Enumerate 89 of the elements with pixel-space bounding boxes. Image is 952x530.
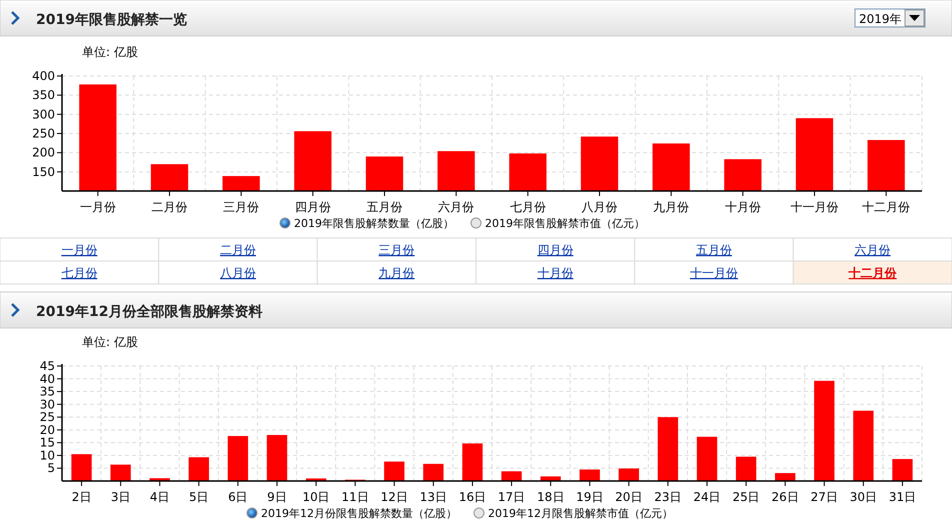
bar [462,443,483,481]
y-tick-label: 20 [40,422,55,437]
x-tick-label: 十月份 [724,200,761,214]
x-tick-label: 27日 [810,490,838,504]
x-tick-label: 二月份 [152,200,188,214]
x-tick-label: 9日 [267,490,287,504]
text: 十一月份 [690,266,738,280]
bar [736,456,756,481]
x-tick-label: 30日 [850,490,878,504]
y-axis-title: 单位: 亿股 [82,45,138,59]
x-tick-label: 四月份 [294,200,331,214]
x-tick-label: 三月份 [223,200,260,214]
x-tick-label: 23日 [654,490,682,504]
bar [423,464,444,481]
x-tick-label: 25日 [732,490,760,504]
x-tick-label: 十一月份 [790,200,838,214]
x-tick-label: 13日 [420,490,448,504]
y-tick-label: 40 [40,372,55,386]
y-tick-label: 200 [32,146,55,160]
text: 三月份 [378,243,415,257]
y-tick-label: 30 [40,397,55,412]
y-tick-label: 10 [40,448,55,462]
y-tick-label: 250 [32,126,55,140]
x-tick-label: 19日 [576,490,604,504]
x-tick-label: 18日 [536,490,564,504]
text: 五月份 [696,243,732,257]
x-tick-label: 12日 [380,490,408,504]
x-tick-label: 4日 [150,490,170,504]
legend-label: 2019年12月份限售股解禁数量（亿股） [261,507,457,520]
bar [814,380,834,481]
x-tick-label: 26日 [772,490,799,504]
y-tick-label: 350 [32,88,55,102]
text: 六月份 [854,243,891,257]
x-tick-label: 31日 [888,490,916,504]
y-tick-label: 25 [40,410,55,424]
x-tick-label: 24日 [693,490,721,504]
x-tick-label: 一月份 [80,200,116,214]
text: 十二月份 [848,266,898,280]
text: 七月份 [61,266,98,280]
bar [110,464,131,481]
x-tick-label: 六月份 [438,200,474,214]
chart-title: 2019年限售股解禁一览 [36,12,187,28]
bar [188,457,209,481]
y-tick-label: 400 [32,69,55,83]
text: 二月份 [220,243,256,257]
x-tick-label: 5日 [189,490,209,504]
text: 十月份 [537,266,574,280]
x-tick-label: 16日 [458,490,486,504]
bar [71,454,92,481]
bar [384,462,404,481]
x-tick-label: 10日 [302,490,330,504]
y-tick-label: 5 [47,461,55,476]
legend-label: 2019年限售股解禁数量（亿股） [294,217,454,230]
bar [892,459,913,481]
bar [658,417,678,481]
bar [853,410,874,481]
y-tick-label: 150 [32,164,55,179]
bar [150,478,170,481]
x-tick-label: 3日 [110,490,130,504]
text: 一月份 [61,243,98,257]
x-tick-label: 八月份 [582,200,618,214]
x-tick-label: 20日 [615,490,642,504]
y-tick-label: 15 [40,436,55,450]
text: 2019年 [859,12,902,26]
x-tick-label: 九月份 [653,200,690,214]
x-tick-label: 17日 [498,490,526,504]
y-tick-label: 35 [40,384,55,399]
bar [501,471,522,481]
x-tick-label: 五月份 [366,200,402,214]
x-tick-label: 2日 [72,490,92,504]
text: 九月份 [378,266,415,280]
text: 八月份 [220,266,256,280]
bar [775,473,796,481]
x-tick-label: 十二月份 [862,200,910,214]
y-tick-label: 300 [32,107,55,122]
x-tick-label: 6日 [228,490,248,504]
y-axis-title: 单位: 亿股 [82,335,138,349]
y-tick-label: 45 [40,359,55,373]
text: 2019年12月限售股解禁市值（亿元） [488,507,673,520]
bar [696,436,718,481]
x-tick-label: 七月份 [510,200,546,214]
text: 2019年限售股解禁市值（亿元） [485,217,645,230]
chart-title: 2019年12月份全部限售股解禁资料 [36,303,262,320]
x-tick-label: 11日 [342,490,369,504]
bar [580,470,600,481]
text: 四月份 [537,243,574,257]
bar [228,436,248,481]
bar [618,468,639,481]
bar [266,435,288,481]
